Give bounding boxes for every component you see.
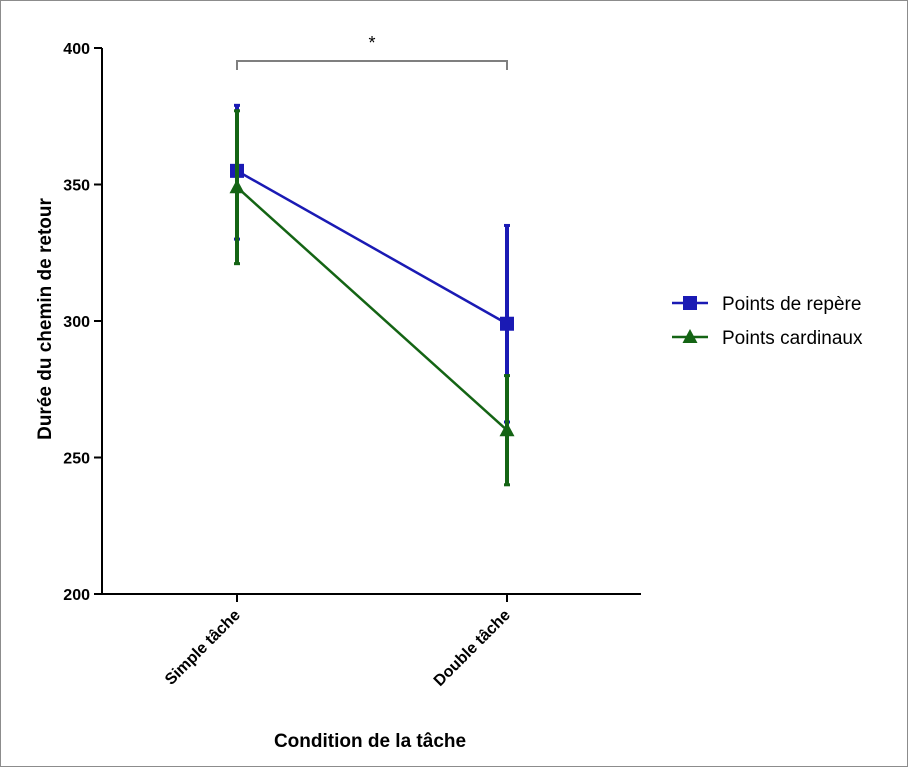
significance-bracket-line (236, 60, 508, 70)
y-axis-title: Durée du chemin de retour (35, 198, 56, 440)
legend: Points de repère Points cardinaux (672, 294, 863, 349)
y-tick-label: 400 (63, 41, 90, 58)
y-tick-label: 300 (63, 314, 90, 331)
legend-item: Points de repère (672, 294, 861, 315)
y-tick-label: 200 (63, 587, 90, 604)
legend-swatch-marker (682, 329, 698, 343)
series-line (236, 169, 508, 325)
legend-label: Points cardinaux (722, 328, 863, 349)
legend-item: Points cardinaux (672, 328, 863, 349)
data-point (500, 316, 514, 331)
data-point (499, 422, 515, 437)
significance-label: * (368, 33, 375, 53)
legend-swatch-marker (683, 296, 697, 310)
y-ticks: 200 250 300 350 400 (63, 41, 102, 604)
series-line (236, 186, 508, 432)
legend-label: Points de repère (722, 294, 861, 315)
significance-bracket: * (236, 33, 508, 70)
x-axis-title: Condition de la tâche (274, 731, 466, 752)
y-tick-label: 250 (63, 451, 90, 468)
series-points-cardinaux (229, 109, 515, 487)
y-tick-label: 350 (63, 178, 90, 195)
data-point (229, 179, 245, 194)
series-layer (229, 103, 515, 487)
